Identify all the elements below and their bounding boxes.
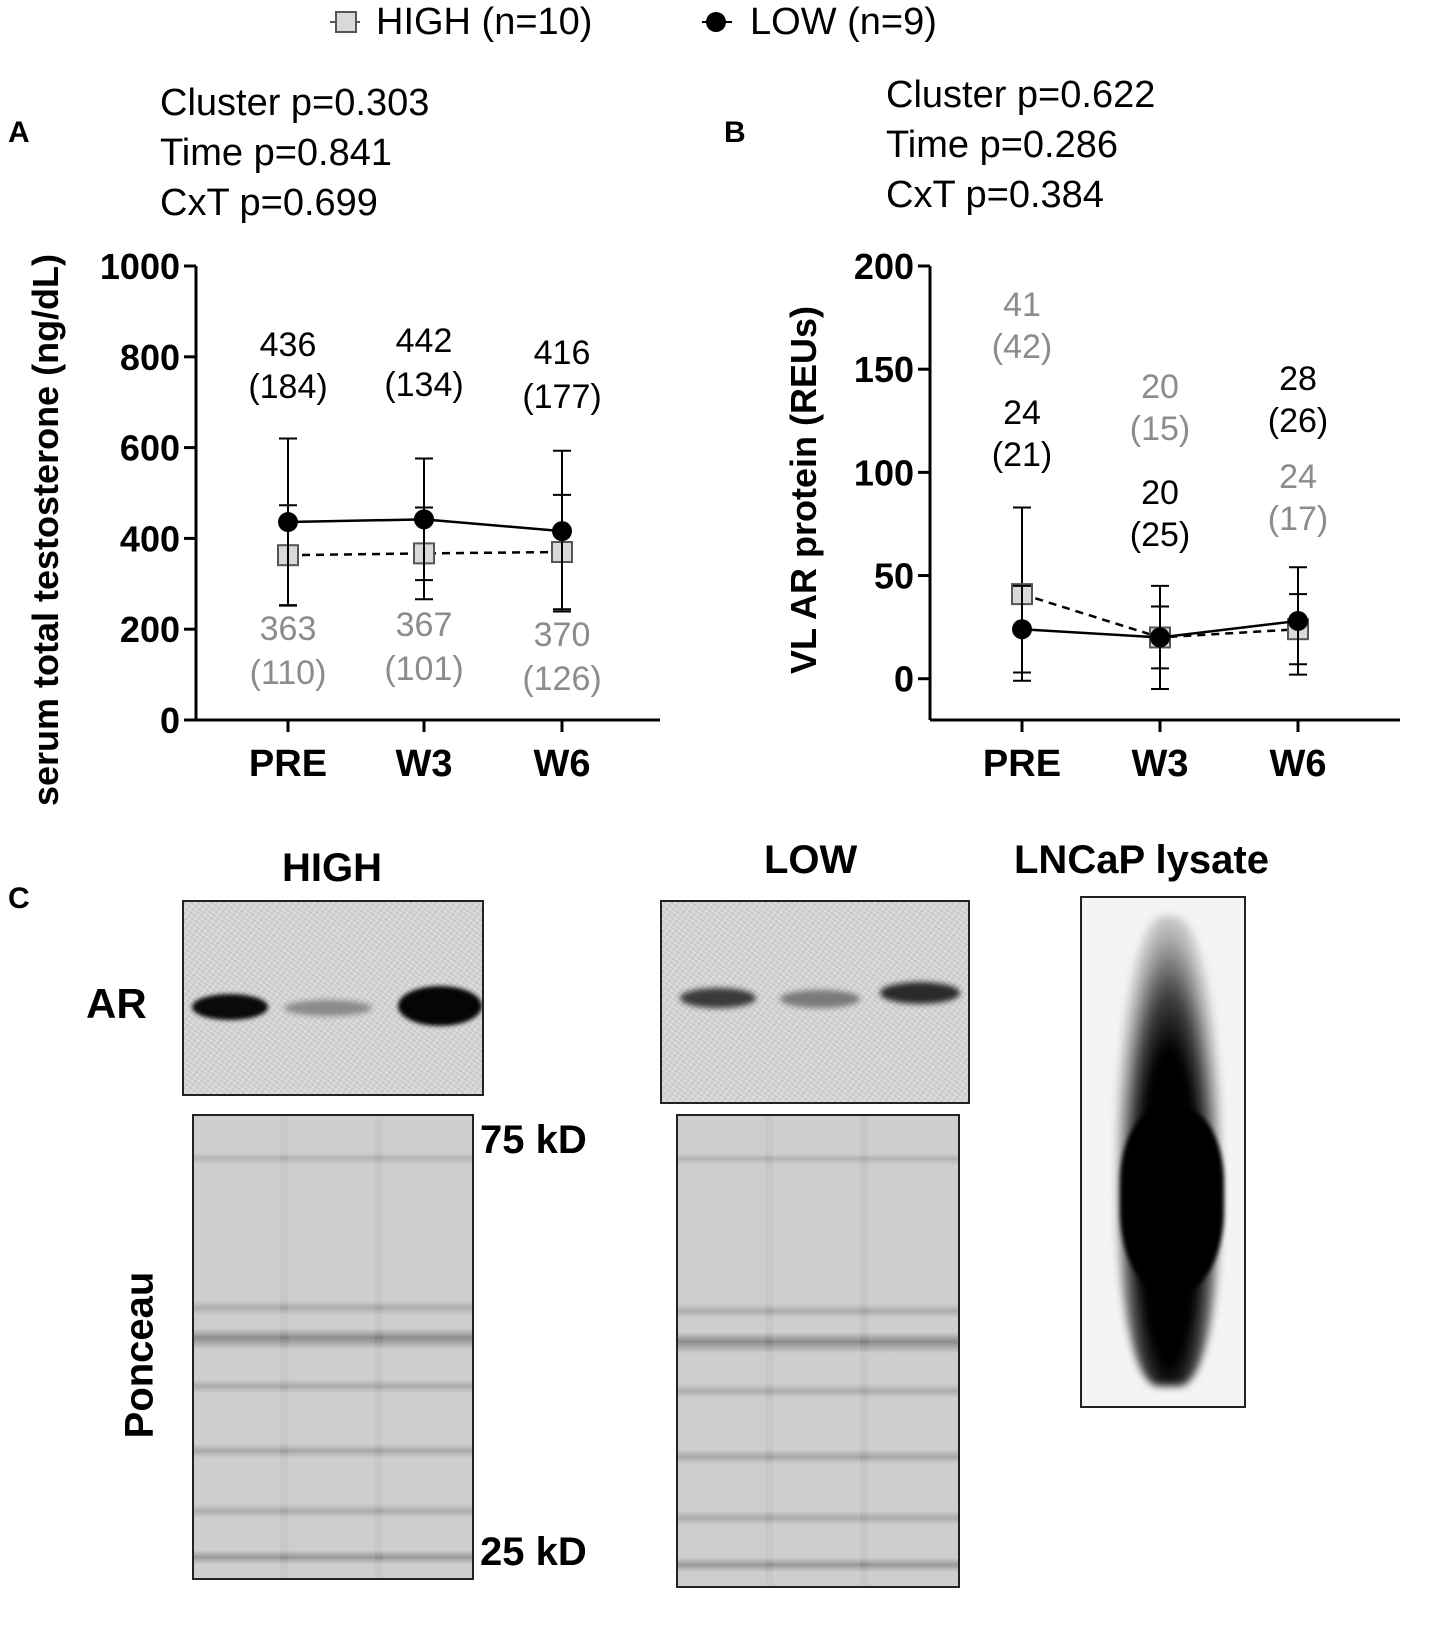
ar-band-low-3	[880, 982, 960, 1004]
ar-blot-high	[182, 900, 484, 1096]
mean-label-low: 436	[260, 326, 317, 364]
sd-label-high: (17)	[1268, 500, 1328, 538]
ar-band-low-2	[780, 990, 860, 1008]
legend: HIGH (n=10) LOW (n=9)	[330, 0, 1030, 50]
ar-label: AR	[86, 980, 147, 1027]
sd-label-high: (15)	[1130, 410, 1190, 448]
y-tick-label: 400	[120, 518, 180, 559]
legend-high-label: HIGH (n=10)	[376, 1, 593, 43]
sd-label-low: (25)	[1130, 516, 1190, 554]
legend-markers	[330, 11, 732, 33]
legend-low-marker	[706, 12, 726, 32]
mean-label-high: 41	[1003, 286, 1041, 324]
mean-label-low: 442	[396, 322, 453, 360]
x-tick-label: W3	[1132, 743, 1189, 785]
lncap-blot	[1080, 896, 1246, 1408]
stats-b: Cluster p=0.622 Time p=0.286 CxT p=0.384	[886, 70, 1155, 220]
x-tick-label: W6	[1270, 743, 1327, 785]
ar-band-high-1	[192, 994, 268, 1020]
panel-letter-a: A	[8, 116, 30, 149]
sd-label-high: (110)	[250, 654, 327, 692]
ar-blot-low	[660, 900, 970, 1104]
y-tick-label: 800	[120, 337, 180, 378]
y-axis-label: VL AR protein (REUs)	[783, 306, 824, 674]
chart-b: 0 50 100 150 200 PRE W3 W6 VL AR protein (REUs) 4…	[783, 246, 1400, 785]
mean-label-high: 24	[1279, 458, 1317, 496]
y-tick-label: 600	[120, 428, 180, 469]
sd-label-high: (126)	[522, 660, 601, 698]
legend-high-marker	[335, 11, 357, 33]
sd-label-high: (101)	[384, 650, 463, 688]
sd-label-low: (134)	[384, 366, 463, 404]
x-tick-label: PRE	[249, 743, 327, 785]
marker-25: 25 kD	[480, 1530, 587, 1574]
stats-b-cluster: Cluster p=0.622	[886, 74, 1156, 116]
mean-label-low: 416	[534, 334, 591, 372]
y-tick-label: 200	[120, 609, 180, 650]
ponceau-blot-high	[192, 1114, 474, 1580]
series-line-high	[287, 550, 563, 557]
panel-letter-b: B	[724, 116, 746, 149]
chart-a: 0 200 400 600 800 1000 PRE W3 W6 serum total test…	[25, 246, 660, 806]
mean-label-high: 20	[1141, 368, 1179, 406]
y-tick-label: 150	[854, 349, 914, 390]
marker-75: 75 kD	[480, 1118, 587, 1162]
legend-low-label: LOW (n=9)	[750, 1, 937, 43]
mean-label-low: 24	[1003, 394, 1041, 432]
ar-band-high-3	[398, 986, 482, 1026]
stats-a-time: Time p=0.841	[160, 132, 393, 174]
ponceau-label-text: Ponceau	[117, 1271, 162, 1439]
y-tick-label: 200	[854, 246, 914, 287]
sd-label-low: (21)	[992, 436, 1052, 474]
point-low	[552, 521, 572, 542]
x-tick-label: PRE	[983, 743, 1061, 785]
sd-label-low: (177)	[522, 378, 601, 416]
y-tick-label: 50	[874, 556, 914, 597]
point-low	[1150, 627, 1170, 648]
blot-title-low: LOW	[764, 838, 858, 882]
stats-a-cluster: Cluster p=0.303	[160, 82, 430, 124]
x-tick-label: W3	[396, 743, 453, 785]
y-tick-label: 1000	[100, 246, 180, 287]
stats-b-cxt: CxT p=0.384	[886, 174, 1104, 216]
sd-label-low: (184)	[248, 368, 327, 406]
y-tick-label: 0	[894, 659, 914, 700]
y-axis-label: serum total testosterone (ng/dL)	[25, 254, 66, 806]
mean-label-low: 28	[1279, 360, 1317, 398]
stats-b-time: Time p=0.286	[886, 124, 1119, 166]
stats-a-cxt: CxT p=0.699	[160, 182, 378, 224]
mean-label-high: 367	[396, 606, 453, 644]
point-low	[1012, 619, 1032, 640]
y-tick-label: 100	[854, 452, 914, 493]
ar-band-low-1	[680, 988, 756, 1008]
ponceau-blot-low	[676, 1114, 960, 1588]
point-low	[1288, 610, 1308, 631]
y-tick-label: 0	[160, 700, 180, 741]
mean-label-high: 363	[260, 610, 317, 648]
x-tick-label: W6	[534, 743, 591, 785]
ponceau-label: Ponceau	[110, 1272, 170, 1439]
sd-label-high: (42)	[992, 328, 1052, 366]
ar-band-high-2	[284, 1000, 372, 1016]
blot-title-lncap: LNCaP lysate	[1014, 838, 1269, 882]
stats-a: Cluster p=0.303 Time p=0.841 CxT p=0.699	[160, 78, 429, 228]
mean-label-low: 20	[1141, 474, 1179, 512]
blot-title-high: HIGH	[282, 846, 382, 890]
sd-label-low: (26)	[1268, 402, 1328, 440]
mean-label-high: 370	[534, 616, 591, 654]
point-low	[278, 512, 298, 533]
panel-letter-c: C	[8, 882, 30, 915]
point-low	[414, 509, 434, 530]
lncap-core	[1120, 1108, 1224, 1294]
